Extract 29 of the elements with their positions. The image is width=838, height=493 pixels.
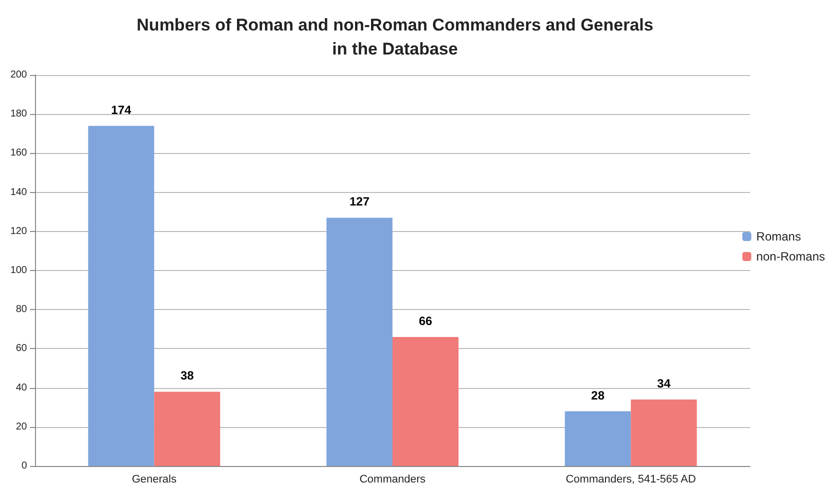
y-tick-label: 60 [16, 343, 28, 354]
bar [564, 411, 631, 466]
y-tick-label: 0 [21, 460, 28, 472]
x-tick-label: Commanders [359, 474, 426, 486]
y-tick-label: 180 [10, 108, 28, 120]
data-label: 174 [111, 102, 132, 117]
y-tick-label: 200 [10, 70, 28, 80]
y-tick-label: 100 [10, 265, 28, 276]
data-label: 127 [349, 194, 370, 209]
bar [154, 392, 220, 466]
y-tick-label: 80 [16, 304, 28, 316]
chart-title: Numbers of Roman and non-Roman Commanders and Generals in the Database [136, 16, 654, 58]
y-tick-label: 40 [16, 382, 28, 394]
x-tick-label: Generals [132, 474, 177, 486]
y-tick-label: 120 [10, 226, 28, 237]
bar [630, 400, 697, 466]
bar [88, 126, 154, 466]
data-label: 38 [180, 368, 194, 383]
y-tick-label: 20 [16, 421, 28, 432]
y-tick-label: 160 [10, 148, 28, 159]
y-tick-label: 140 [10, 186, 28, 198]
x-tick-label: Commanders, 541-565 AD [566, 474, 696, 486]
bar [392, 336, 458, 466]
bar [326, 218, 392, 466]
legend-label: non-Romans [756, 250, 825, 264]
data-label: 28 [591, 388, 605, 402]
data-label: 34 [657, 376, 671, 391]
data-label: 66 [418, 314, 432, 328]
legend-label: Romans [756, 230, 801, 244]
